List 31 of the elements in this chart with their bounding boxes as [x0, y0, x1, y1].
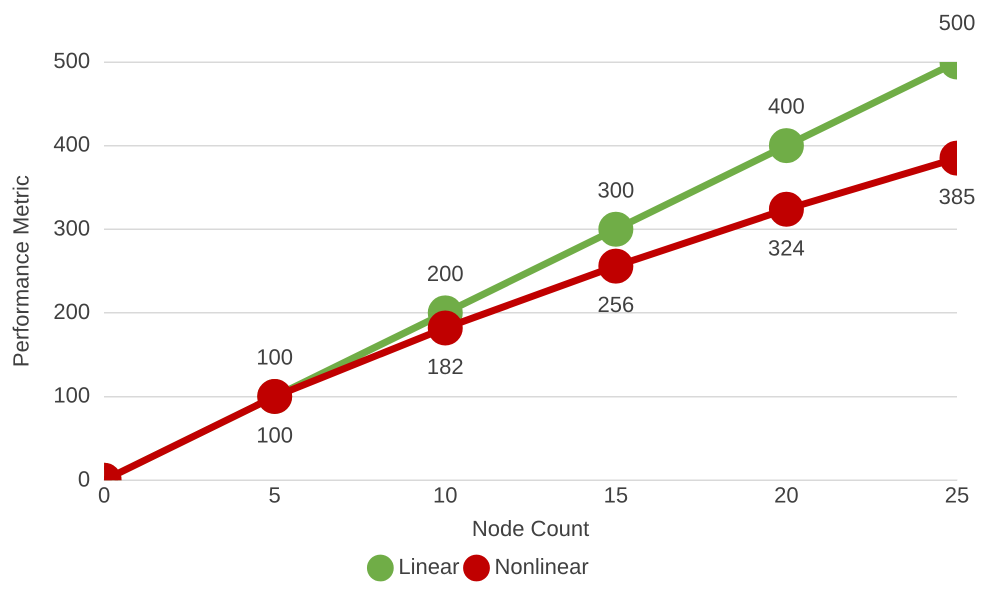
- data-label: 385: [938, 184, 976, 210]
- legend-label: Nonlinear: [494, 554, 589, 580]
- point: [768, 128, 804, 164]
- y-tick-label: 500: [53, 48, 90, 74]
- data-label: 500: [938, 10, 976, 36]
- y-axis-title: Performance Metric: [8, 175, 34, 368]
- x-tick-label: 20: [774, 482, 799, 508]
- y-tick-label: 200: [53, 298, 90, 324]
- point: [598, 248, 634, 284]
- legend-label: Linear: [398, 554, 460, 580]
- data-label: 100: [256, 422, 294, 448]
- data-label: 324: [768, 235, 805, 260]
- y-tick-label: 300: [53, 215, 90, 240]
- y-tick-label: 0: [78, 466, 90, 492]
- x-tick-label: 15: [604, 482, 628, 508]
- x-tick-label: 10: [433, 482, 458, 508]
- data-label: 100: [256, 344, 294, 370]
- data-label: 200: [426, 260, 464, 286]
- x-tick-label: 0: [98, 482, 110, 508]
- x-tick-label: 25: [944, 482, 970, 508]
- point: [428, 310, 463, 346]
- x-axis-title: Node Count: [472, 516, 590, 541]
- data-label: 300: [597, 177, 634, 202]
- y-tick-label: 100: [53, 382, 90, 408]
- data-label: 256: [597, 292, 634, 318]
- y-tick-label: 400: [53, 132, 90, 157]
- data-label: 182: [426, 354, 464, 380]
- data-label: 400: [768, 94, 805, 119]
- point: [768, 192, 804, 227]
- x-tick-label: 5: [268, 482, 281, 508]
- point: [598, 212, 634, 247]
